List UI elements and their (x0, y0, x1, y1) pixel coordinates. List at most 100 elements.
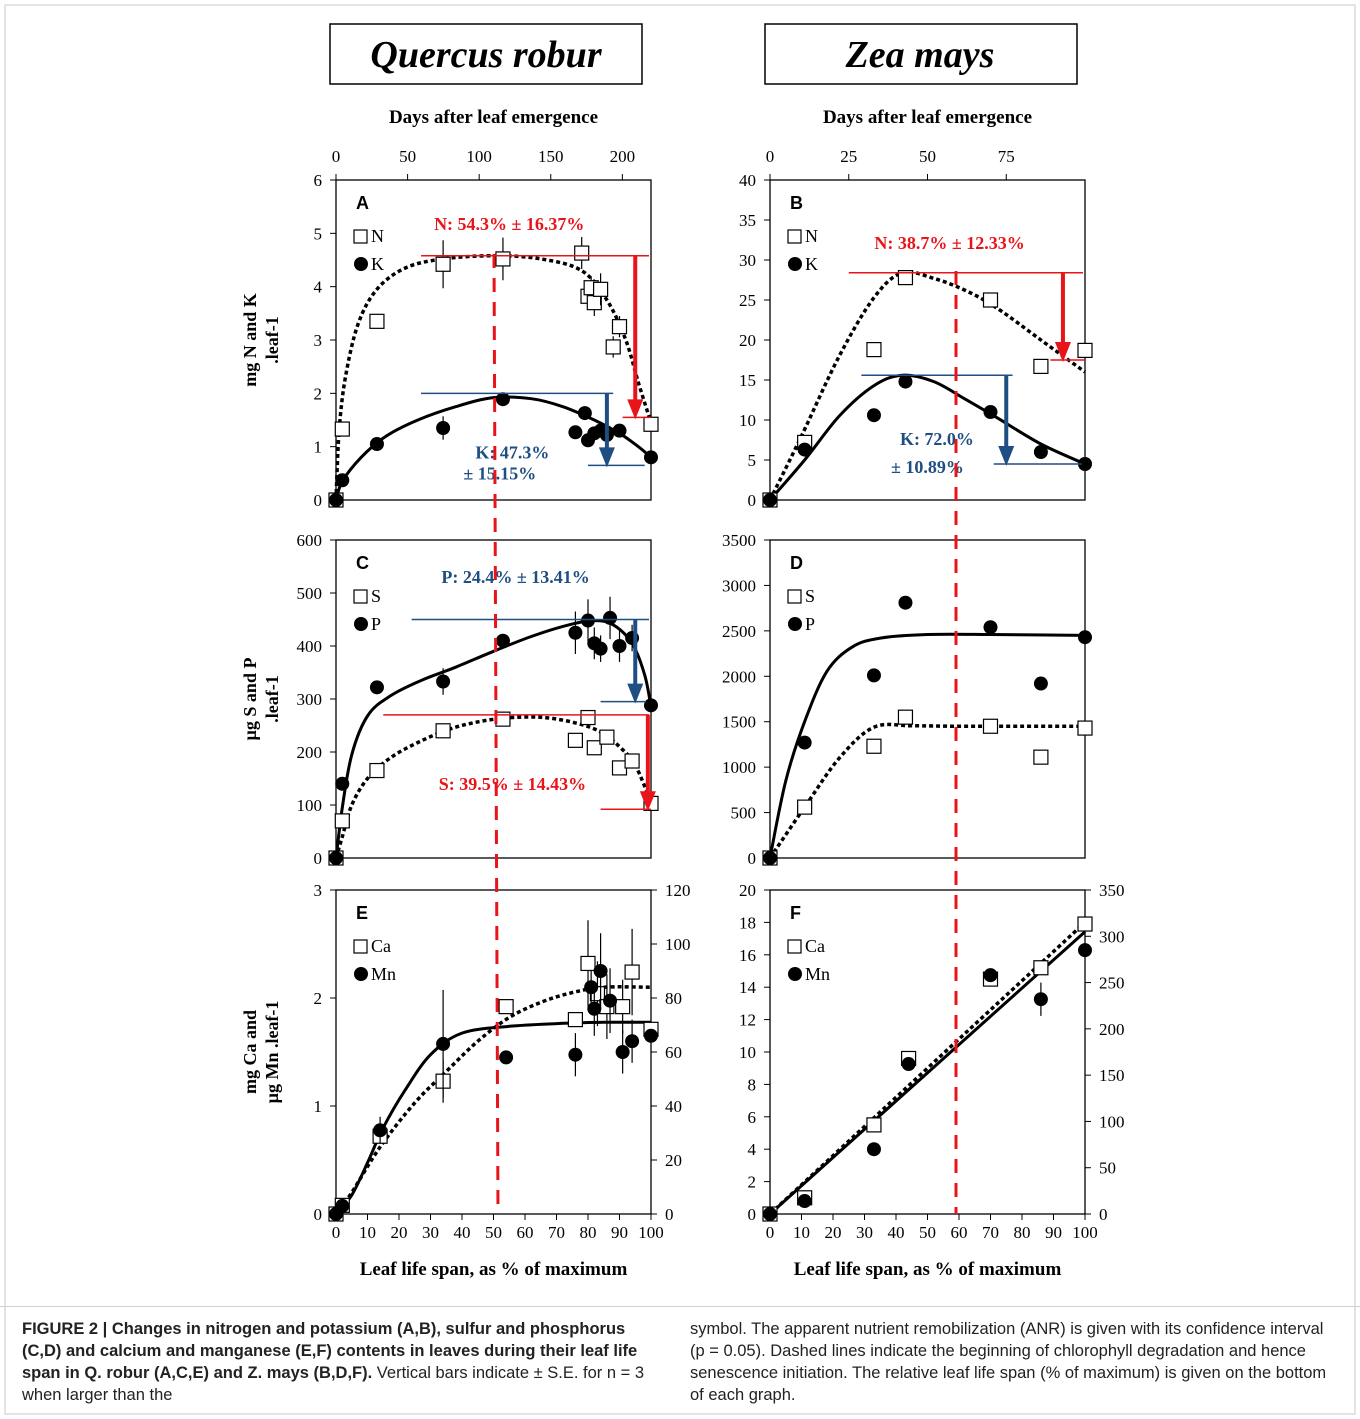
data-point-k (1033, 445, 1048, 459)
legend-square-icon (787, 229, 802, 244)
data-point-p (436, 674, 451, 689)
y2-tick-label: 80 (665, 989, 682, 1008)
y-axis-title: µg S and P .leaf-1 (240, 658, 282, 741)
y-axis-title-line1: mg Ca and (240, 1010, 260, 1094)
x-tick-label: 10 (793, 1223, 810, 1242)
data-point-n (982, 292, 999, 308)
fit-curve-s (768, 722, 1085, 859)
data-point-mn (763, 1207, 777, 1221)
top-tick-label: 50 (399, 147, 416, 166)
x-tick-label: 0 (332, 1223, 341, 1242)
legend-label: P (371, 614, 381, 634)
y-tick-label: 1500 (722, 713, 756, 732)
legend-circle-icon (354, 257, 368, 271)
figure-caption-left: FIGURE 2 | Changes in nitrogen and potas… (22, 1318, 647, 1406)
y-tick-label: 6 (314, 171, 323, 190)
plot-frame (769, 539, 1086, 859)
y-tick-label: 1000 (722, 758, 756, 777)
y-tick-label: 0 (748, 491, 757, 510)
data-point-n (866, 342, 882, 358)
y-tick-label: 500 (297, 584, 323, 603)
y-axis-title-line2: µg Mn .leaf-1 (262, 1001, 282, 1104)
fit-curve-s (334, 715, 653, 859)
top-axis-title: Days after leaf emergence (389, 107, 598, 128)
y-tick-label: 2000 (722, 667, 756, 686)
data-point-p (369, 680, 384, 695)
data-point-mn (901, 1057, 916, 1072)
data-point-s (1077, 720, 1093, 736)
data-point-s (797, 799, 813, 815)
data-point-k (797, 442, 812, 457)
panel-letter: A (356, 193, 369, 213)
anr-label-k: K: 72.0% (900, 429, 974, 449)
y-tick-label: 100 (297, 796, 323, 815)
fit-curve-n (334, 253, 653, 501)
species-title: Quercus robur (370, 34, 602, 76)
y-tick-label: 35 (739, 211, 756, 230)
y-tick-label: 5 (314, 224, 323, 243)
data-point-k (644, 450, 658, 465)
data-point-ca (567, 1011, 584, 1028)
legend-label: S (371, 586, 381, 606)
legend-label: K (805, 254, 818, 274)
data-point-k (898, 374, 913, 389)
legend-label: K (371, 254, 384, 274)
anr-arrowhead-p (627, 683, 644, 704)
y2-tick-label: 300 (1099, 927, 1125, 946)
top-axis-title: Days after leaf emergence (823, 107, 1032, 128)
data-point-p (644, 698, 658, 713)
y-tick-label: 2 (748, 1173, 757, 1192)
legend-label: Ca (805, 936, 825, 956)
panel-letter: D (790, 553, 803, 573)
y-tick-label: 200 (297, 743, 323, 762)
x-tick-label: 90 (611, 1223, 628, 1242)
top-tick-label: 0 (332, 147, 341, 166)
y2-tick-label: 60 (665, 1043, 682, 1062)
anr-label-p: P: 24.4% ± 13.41% (441, 567, 589, 587)
data-point-n (643, 416, 659, 432)
data-point-n (1077, 342, 1093, 358)
legend-circle-icon (354, 617, 368, 631)
senescence-line-quercus (492, 253, 500, 1215)
x-tick-label: 20 (825, 1223, 842, 1242)
y-tick-label: 1 (314, 438, 323, 457)
top-tick-label: 200 (610, 147, 636, 166)
y-tick-label: 0 (748, 849, 757, 868)
y2-tick-label: 250 (1099, 974, 1125, 993)
x-tick-label: 40 (888, 1223, 905, 1242)
legend-label: S (805, 586, 815, 606)
data-point-n (611, 319, 628, 335)
data-point-s (866, 738, 882, 754)
y-tick-label: 30 (739, 251, 756, 270)
data-point-mn (603, 993, 618, 1008)
data-point-mn (499, 1050, 514, 1065)
y-tick-label: 15 (739, 371, 756, 390)
panel-letter: E (356, 903, 368, 923)
data-point-mn (797, 1194, 812, 1209)
legend-label: N (371, 226, 384, 246)
fit-curve-mn (334, 1020, 652, 1215)
data-point-ca (624, 964, 640, 980)
fit-curve-ca (334, 985, 652, 1216)
data-point-s (624, 753, 640, 769)
data-point-ca (580, 955, 596, 972)
data-point-mn (866, 1142, 881, 1157)
anr-arrowhead-n (1054, 342, 1071, 362)
data-point-s (1033, 749, 1049, 765)
data-point-k (983, 405, 998, 419)
anr-arrowhead-s (639, 791, 656, 812)
data-point-p (898, 595, 913, 610)
data-point-n (435, 256, 451, 272)
data-point-n (586, 295, 602, 311)
y-tick-label: 3 (314, 881, 323, 900)
data-point-k (1078, 457, 1092, 471)
y-tick-label: 0 (748, 1205, 757, 1224)
data-point-p (495, 633, 510, 648)
data-point-p (763, 851, 777, 865)
data-point-s (369, 762, 385, 779)
panel-d: D 0 500 1000 1500 2000 2500 3000 3500 SP (722, 531, 1093, 868)
panel-letter: C (356, 553, 369, 573)
y2-tick-label: 150 (1099, 1066, 1125, 1085)
caption-body-right: symbol. The apparent nutrient remobiliza… (690, 1320, 1327, 1404)
